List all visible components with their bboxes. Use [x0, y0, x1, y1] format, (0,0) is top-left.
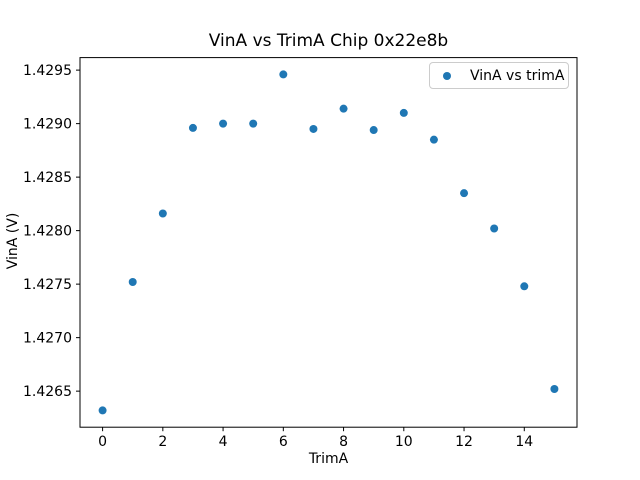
- y-tick-label: 1.4280: [23, 224, 72, 240]
- x-axis-label: TrimA: [308, 451, 349, 467]
- data-point: [429, 135, 438, 144]
- data-point: [369, 126, 378, 135]
- data-point: [339, 104, 348, 113]
- chart-title: VinA vs TrimA Chip 0x22e8b: [208, 31, 449, 51]
- y-tick-label: 1.4265: [23, 384, 72, 400]
- data-point: [219, 119, 228, 128]
- x-tick-label: 0: [98, 434, 107, 450]
- data-point: [128, 277, 137, 286]
- data-point: [158, 209, 167, 218]
- y-tick-label: 1.4275: [23, 277, 72, 293]
- legend: VinA vs trimA: [429, 62, 569, 89]
- y-tick-label: 1.4290: [23, 117, 72, 133]
- data-point: [490, 224, 499, 233]
- data-point: [460, 189, 469, 198]
- axes-frame: [79, 57, 578, 428]
- x-tick-label: 12: [455, 434, 473, 450]
- data-point: [309, 124, 318, 133]
- data-point: [98, 406, 107, 415]
- data-point: [249, 119, 258, 128]
- x-tick-label: 10: [395, 434, 413, 450]
- y-tick-label: 1.4285: [23, 170, 72, 186]
- y-tick-label: 1.4270: [23, 331, 72, 347]
- legend-label: VinA vs trimA: [470, 67, 565, 84]
- y-tick-label: 1.4295: [23, 63, 72, 79]
- x-tick-label: 6: [279, 434, 288, 450]
- x-tick-label: 8: [339, 434, 348, 450]
- y-axis-label: VinA (V): [5, 212, 21, 270]
- data-point: [520, 282, 529, 291]
- x-tick-label: 4: [219, 434, 228, 450]
- x-tick-label: 14: [515, 434, 533, 450]
- data-point: [188, 123, 197, 132]
- data-point: [550, 384, 559, 393]
- data-point: [399, 108, 408, 117]
- x-tick-label: 2: [158, 434, 167, 450]
- legend-marker-icon: [443, 71, 451, 80]
- data-point: [279, 70, 288, 79]
